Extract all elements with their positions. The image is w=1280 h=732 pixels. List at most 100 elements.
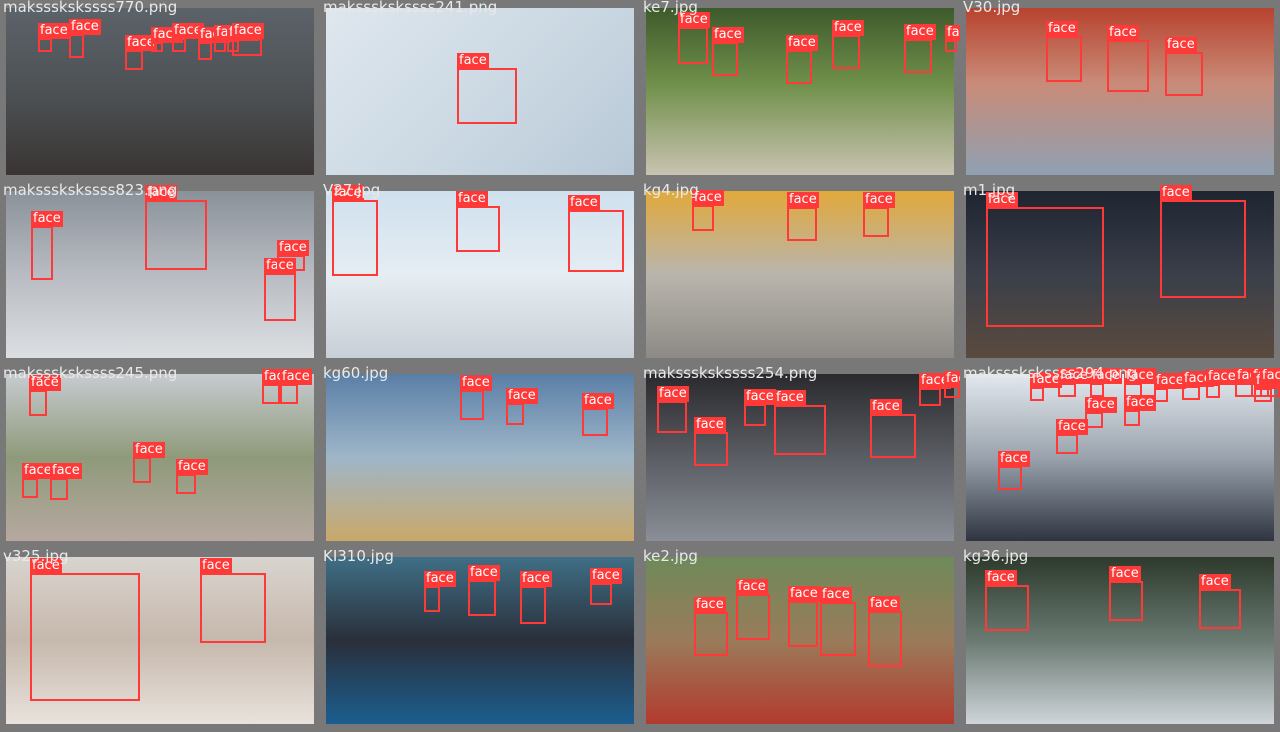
face-bounding-box: face [125, 35, 157, 70]
face-bounding-box: face [712, 27, 744, 76]
face-label: face [520, 571, 552, 587]
face-bounding-box: face [457, 53, 517, 124]
face-bounding-box: face [176, 459, 208, 494]
face-bounding-box: face [1109, 566, 1143, 621]
face-label: face [280, 369, 312, 385]
face-bounding-box: face [820, 587, 856, 656]
face-bounding-box: face [424, 571, 456, 612]
face-bounding-box: face [1124, 395, 1156, 426]
face-label: face [1107, 25, 1139, 41]
face-label: face [176, 459, 208, 475]
filename-label: makssskskssss245.png [3, 366, 178, 382]
face-bounding-box: face [657, 386, 689, 433]
face-bounding-box: face [1165, 37, 1203, 96]
face-bounding-box: face [1260, 368, 1280, 397]
face-label: face [744, 389, 776, 405]
face-label: face [332, 185, 364, 201]
face-bounding-box: face [50, 463, 82, 500]
face-bounding-box: face [30, 558, 140, 701]
face-bounding-box: face [280, 369, 312, 404]
face-bounding-box: face [172, 23, 204, 52]
face-label: face [506, 388, 538, 404]
face-label: face [657, 386, 689, 402]
face-bounding-box: face [1160, 185, 1246, 298]
face-label: face [29, 375, 61, 391]
face-bounding-box: face [774, 390, 826, 455]
filename-label: makssskskssss241.png [323, 0, 498, 16]
face-bounding-box: face [1199, 574, 1241, 629]
face-label: face [986, 192, 1018, 208]
face-label: face [774, 390, 806, 406]
face-bounding-box: face [264, 258, 296, 321]
face-bounding-box: face [468, 565, 500, 616]
face-bounding-box: face [277, 240, 309, 271]
face-label: face [590, 568, 622, 584]
face-bounding-box: face [1058, 368, 1090, 397]
face-label: face [1090, 368, 1122, 384]
face-label: face [736, 579, 768, 595]
face-label: face [692, 190, 724, 206]
face-bounding-box: face [1206, 369, 1238, 398]
face-label: face [820, 587, 852, 603]
result-tile: kg60.jpg face face face [320, 366, 640, 549]
filename-label: makssskskssss294.png [963, 366, 1138, 382]
face-label: face [145, 185, 177, 201]
filename-label: m1.jpg [963, 183, 1016, 199]
face-label: face [788, 586, 820, 602]
face-label: face [582, 393, 614, 409]
face-label: face [945, 25, 960, 41]
face-label: face [38, 23, 70, 39]
photo [326, 8, 634, 175]
photo [966, 191, 1274, 358]
filename-label: kg4.jpg [643, 183, 699, 199]
face-bounding-box: face [590, 568, 622, 605]
face-label: face [787, 192, 819, 208]
face-label: face [904, 24, 936, 40]
face-label: face [678, 12, 710, 28]
face-label: face [868, 596, 900, 612]
result-tile: V27.jpg face face face [320, 183, 640, 366]
face-bounding-box: face [919, 373, 951, 406]
result-tile: kg36.jpg face face face [960, 549, 1280, 732]
face-bounding-box: face [460, 375, 492, 420]
filename-label: ke2.jpg [643, 549, 698, 565]
face-label: face [1260, 368, 1280, 384]
result-tile: m1.jpg face face [960, 183, 1280, 366]
face-label: face [69, 19, 101, 35]
face-label: face [1046, 21, 1078, 37]
face-bounding-box: face [787, 192, 819, 241]
face-label: face [125, 35, 157, 51]
face-label: face [944, 371, 960, 387]
face-label: face [1206, 369, 1238, 385]
face-bounding-box: face [832, 20, 864, 69]
photo [646, 191, 954, 358]
face-bounding-box: face [133, 442, 165, 483]
filename-label: KI310.jpg [323, 549, 394, 565]
face-bounding-box: face [744, 389, 776, 426]
face-bounding-box: face [1046, 21, 1082, 82]
face-label: face [1182, 371, 1214, 387]
face-bounding-box: face [38, 23, 70, 52]
face-label: face [22, 463, 54, 479]
face-label: face [863, 192, 895, 208]
filename-label: makssskskssss254.png [643, 366, 818, 382]
face-bounding-box: face [22, 463, 54, 498]
face-label: face [786, 35, 818, 51]
filename-label: makssskskssss823.png [3, 183, 178, 199]
face-bounding-box: face [1154, 373, 1186, 402]
face-label: face [133, 442, 165, 458]
face-label: face [1154, 373, 1186, 389]
face-label: face [870, 399, 902, 415]
face-bounding-box: face [985, 570, 1029, 631]
face-bounding-box: face [1090, 368, 1122, 397]
filename-label: ke7.jpg [643, 0, 698, 16]
face-label: face [919, 373, 951, 389]
face-label: face [832, 20, 864, 36]
face-bounding-box: face [151, 27, 183, 52]
photo [6, 557, 314, 724]
face-label: face [277, 240, 309, 256]
face-bounding-box: face [332, 185, 378, 276]
face-bounding-box: face [1182, 371, 1214, 400]
face-label: face [1030, 372, 1062, 388]
